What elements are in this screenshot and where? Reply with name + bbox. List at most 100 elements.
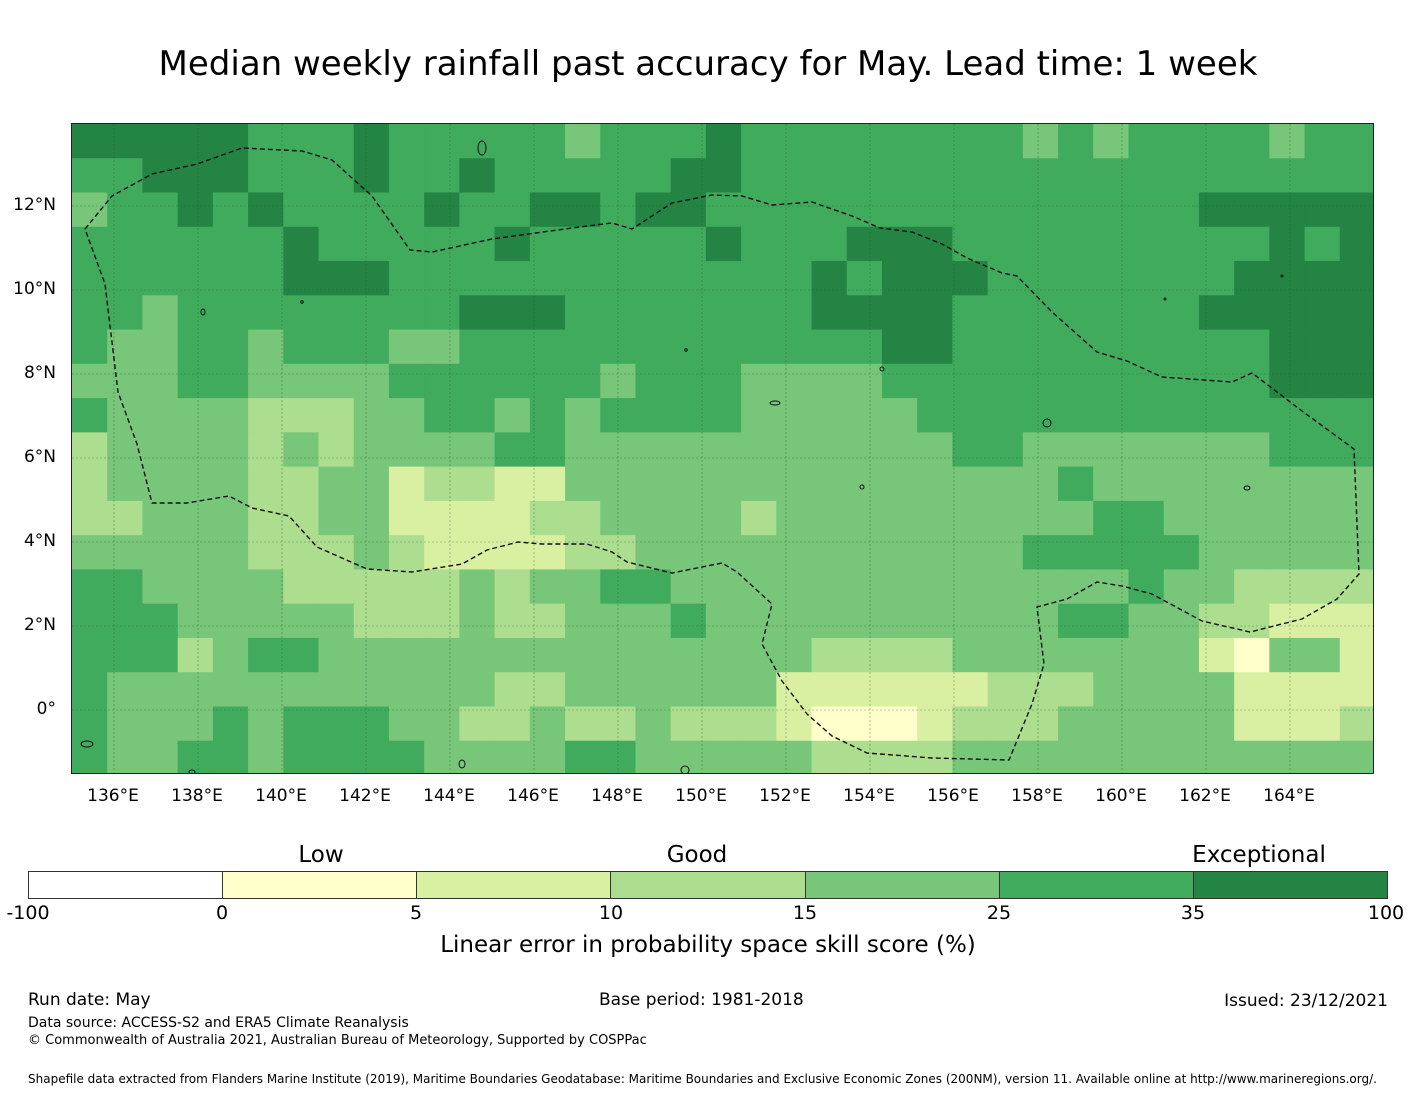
skill-grid-cell bbox=[72, 329, 108, 365]
skill-grid-cell bbox=[1198, 295, 1235, 331]
skill-grid-cell bbox=[318, 672, 355, 708]
skill-grid-cell bbox=[353, 329, 390, 365]
skill-grid-cell bbox=[177, 740, 214, 773]
skill-grid-cell bbox=[1128, 535, 1165, 571]
skill-grid-cell bbox=[248, 329, 284, 365]
skill-grid-cell bbox=[529, 192, 566, 228]
skill-grid-cell bbox=[1022, 432, 1059, 468]
skill-grid-cell bbox=[212, 432, 249, 468]
skill-grid-cell bbox=[846, 706, 883, 742]
skill-grid-cell bbox=[529, 706, 566, 742]
skill-grid-cell bbox=[353, 261, 390, 296]
skill-grid-cell bbox=[952, 398, 989, 433]
skill-grid-cell bbox=[388, 569, 425, 605]
skill-grid-cell bbox=[1163, 158, 1200, 194]
colorbar-title: Linear error in probability space skill … bbox=[440, 932, 976, 958]
skill-grid-cell bbox=[705, 363, 742, 399]
skill-grid-cell bbox=[565, 124, 601, 159]
skill-grid-cell bbox=[670, 192, 707, 228]
skill-grid-cell bbox=[811, 124, 848, 159]
skill-grid-cell bbox=[1128, 226, 1165, 262]
skill-grid-cell bbox=[529, 329, 566, 365]
skill-grid-cell bbox=[952, 432, 989, 468]
skill-grid-cell bbox=[388, 603, 425, 639]
skill-grid-cell bbox=[529, 500, 566, 536]
lat-label-6n: 6°N bbox=[23, 447, 56, 467]
skill-grid-cell bbox=[72, 500, 108, 536]
skill-grid-cell bbox=[107, 432, 144, 468]
skill-grid-cell bbox=[72, 432, 108, 468]
skill-grid-cell bbox=[248, 603, 284, 639]
skill-grid-cell bbox=[494, 398, 531, 433]
skill-grid-cell bbox=[1304, 398, 1341, 433]
skill-grid-cell bbox=[494, 740, 531, 773]
colorbar-segment bbox=[417, 872, 612, 898]
skill-grid-cell bbox=[72, 158, 108, 194]
skill-grid-cell bbox=[1128, 569, 1165, 605]
skill-grid-cell bbox=[881, 569, 918, 605]
skill-grid-cell bbox=[318, 158, 355, 194]
skill-grid-cell bbox=[142, 466, 179, 502]
skill-grid-cell bbox=[1304, 295, 1341, 331]
skill-grid-cell bbox=[705, 535, 742, 571]
skill-grid-cell bbox=[1269, 466, 1306, 502]
skill-grid-cell bbox=[565, 363, 601, 399]
skill-grid-cell bbox=[776, 706, 813, 742]
skill-grid-cells bbox=[72, 124, 1373, 773]
skill-grid-cell bbox=[1163, 329, 1200, 365]
skill-grid-cell bbox=[1128, 124, 1165, 159]
skill-grid-cell bbox=[248, 535, 284, 571]
skill-grid-cell bbox=[72, 706, 108, 742]
skill-grid-cell bbox=[811, 672, 848, 708]
skill-grid-cell bbox=[1163, 466, 1200, 502]
skill-grid-cell bbox=[424, 672, 460, 708]
skill-grid-cell bbox=[318, 261, 355, 296]
skill-grid-cell bbox=[494, 569, 531, 605]
skill-grid-cell bbox=[318, 295, 355, 331]
skill-grid-cell bbox=[107, 500, 144, 536]
skill-grid-cell bbox=[72, 363, 108, 399]
skill-grid-cell bbox=[283, 158, 320, 194]
skill-grid-cell bbox=[494, 192, 531, 228]
skill-grid-cell bbox=[212, 466, 249, 502]
skill-grid-cell bbox=[1198, 158, 1235, 194]
skill-grid-cell bbox=[494, 261, 531, 296]
skill-grid-cell bbox=[318, 329, 355, 365]
skill-grid-cell bbox=[1022, 226, 1059, 262]
skill-grid-cell bbox=[1269, 603, 1306, 639]
skill-grid-cell bbox=[107, 569, 144, 605]
skill-grid-cell bbox=[388, 158, 425, 194]
skill-grid-cell bbox=[670, 603, 707, 639]
lon-label-138e: 138°E bbox=[171, 786, 223, 806]
skill-grid-cell bbox=[1022, 466, 1059, 502]
skill-grid-cell bbox=[212, 226, 249, 262]
skill-grid-cell bbox=[1093, 261, 1130, 296]
lon-label-152e: 152°E bbox=[759, 786, 811, 806]
skill-grid-cell bbox=[881, 192, 918, 228]
skill-grid-cell bbox=[670, 329, 707, 365]
lon-label-140e: 140°E bbox=[255, 786, 307, 806]
skill-grid-cell bbox=[283, 432, 320, 468]
skill-grid-cell bbox=[565, 637, 601, 673]
skill-grid-cell bbox=[1234, 637, 1270, 673]
skill-grid-cell bbox=[1304, 226, 1341, 262]
skill-grid-cell bbox=[776, 603, 813, 639]
skill-grid-cell bbox=[846, 432, 883, 468]
skill-grid-cell bbox=[811, 466, 848, 502]
skill-grid-cell bbox=[1058, 672, 1094, 708]
skill-grid-cell bbox=[142, 261, 179, 296]
skill-grid-cell bbox=[72, 637, 108, 673]
skill-grid-cell bbox=[776, 329, 813, 365]
skill-grid-cell bbox=[318, 535, 355, 571]
lon-label-154e: 154°E bbox=[843, 786, 895, 806]
skill-grid-cell bbox=[142, 672, 179, 708]
skill-grid-cell bbox=[1128, 295, 1165, 331]
colorbar-tick: -100 bbox=[6, 902, 50, 924]
skill-grid-cell bbox=[1093, 637, 1130, 673]
skill-grid-cell bbox=[1058, 500, 1094, 536]
skill-grid-cell bbox=[952, 261, 989, 296]
skill-grid-cell bbox=[1339, 295, 1373, 331]
skill-grid-cell bbox=[705, 603, 742, 639]
skill-grid-cell bbox=[177, 569, 214, 605]
skill-grid-cell bbox=[565, 706, 601, 742]
